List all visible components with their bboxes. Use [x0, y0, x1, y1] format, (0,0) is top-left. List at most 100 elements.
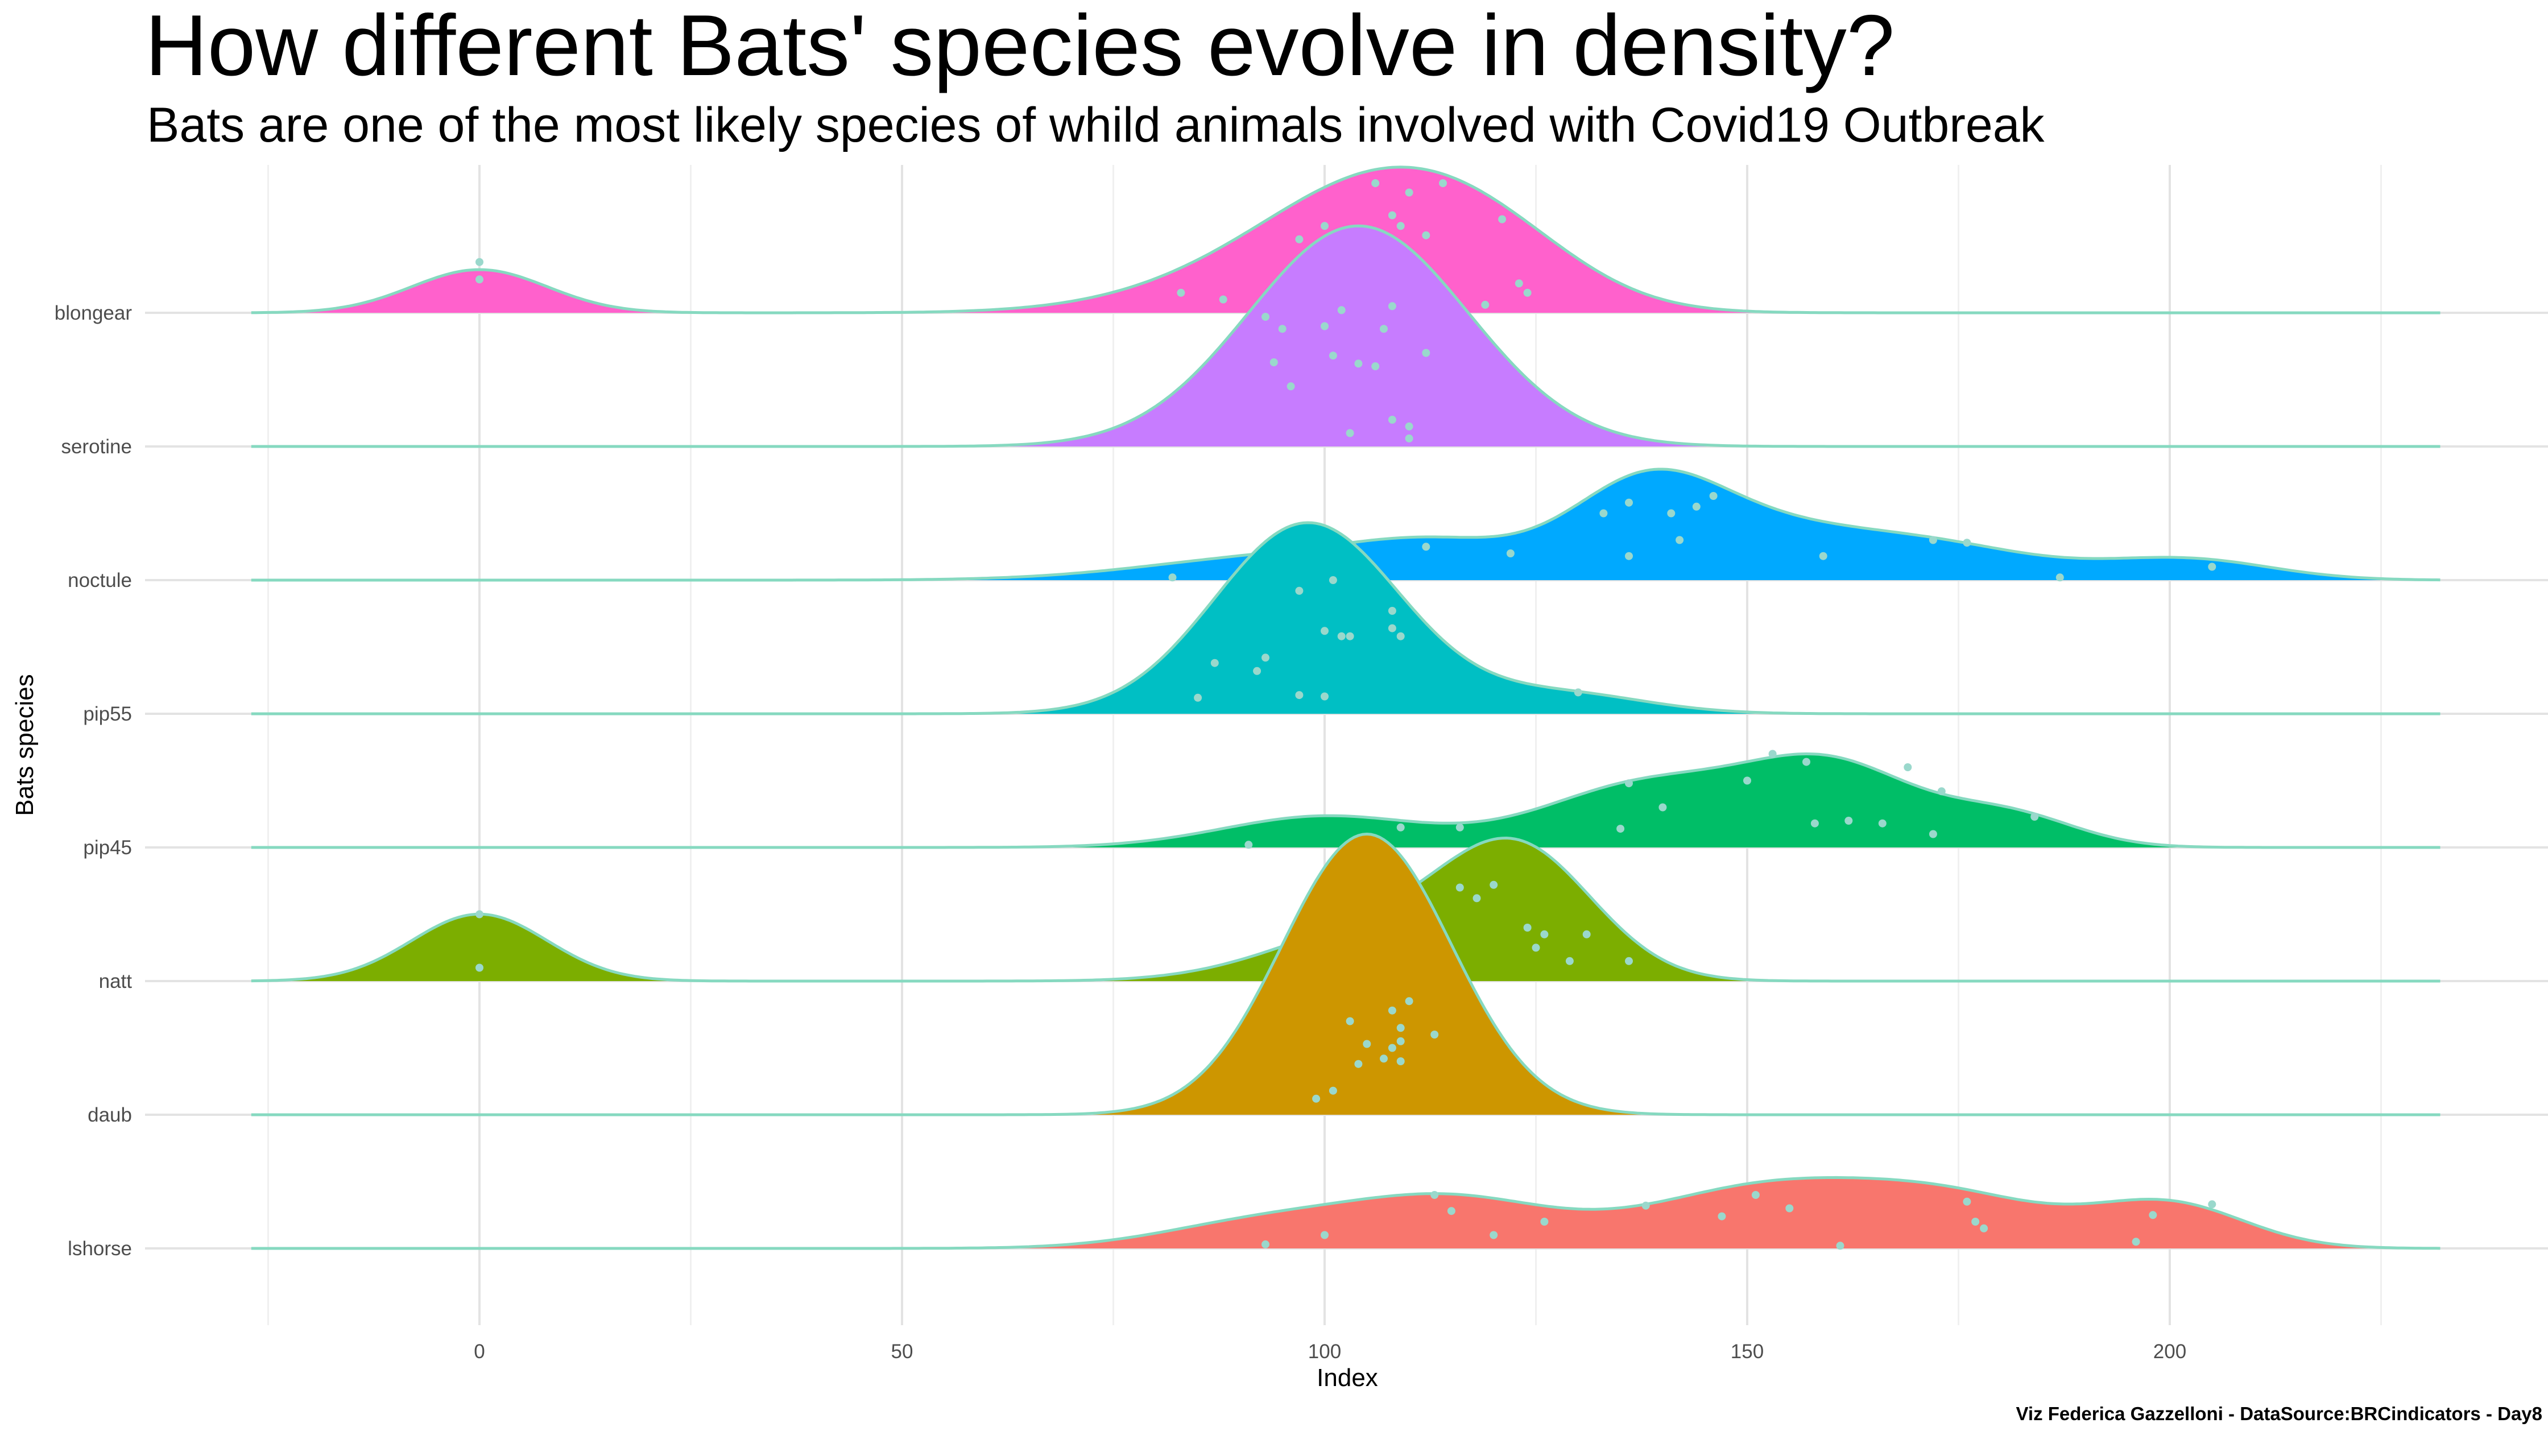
labels-layer: 0 50 100 150 200 blongear serotine noctule pip55… — [55, 302, 2186, 1363]
data-point-pip45 — [1658, 803, 1667, 812]
data-point-pip45 — [1244, 841, 1253, 849]
data-point-pip45 — [1937, 787, 1946, 796]
data-point-pip45 — [1625, 779, 1633, 788]
data-point-daub — [1430, 1031, 1439, 1039]
data-point-blongear — [1388, 211, 1396, 220]
data-point-lshorse — [1490, 1231, 1498, 1239]
density-outline-pip55 — [251, 521, 2441, 715]
data-point-noctule — [1625, 498, 1633, 507]
data-point-lshorse — [1751, 1191, 1760, 1199]
data-point-daub — [1329, 1086, 1337, 1095]
data-point-daub — [1388, 1006, 1396, 1015]
chart-subtitle: Bats are one of the most likely species … — [147, 98, 2045, 152]
data-point-daub — [1405, 997, 1413, 1006]
data-point-pip55 — [1388, 624, 1396, 632]
data-point-blongear — [1371, 179, 1380, 188]
x-tick-label: 0 — [474, 1341, 485, 1363]
data-point-blongear — [1177, 288, 1185, 297]
data-point-lshorse — [1430, 1191, 1439, 1199]
data-point-pip45 — [1802, 758, 1810, 766]
data-point-daub — [1396, 1057, 1405, 1065]
ridge-pip45 — [251, 750, 2441, 849]
density-area-pip55 — [251, 523, 2441, 714]
data-point-serotine — [1346, 429, 1354, 437]
data-point-pip55 — [1261, 653, 1269, 662]
data-point-noctule — [1667, 509, 1676, 518]
data-point-blongear — [1439, 179, 1447, 188]
data-point-pip45 — [1768, 750, 1777, 758]
data-point-natt — [1565, 957, 1574, 965]
data-point-serotine — [1269, 358, 1278, 366]
data-point-noctule — [1819, 552, 1827, 560]
data-point-lshorse — [1540, 1218, 1549, 1226]
data-point-serotine — [1380, 325, 1388, 333]
data-point-pip45 — [1455, 823, 1464, 832]
y-tick-label: pip55 — [83, 703, 132, 725]
data-point-blongear — [475, 275, 483, 284]
data-point-serotine — [1287, 382, 1295, 391]
data-point-serotine — [1388, 416, 1396, 424]
y-tick-label: blongear — [55, 302, 133, 324]
data-point-pip45 — [1743, 776, 1751, 785]
ridges-layer — [251, 166, 2441, 1250]
data-point-blongear — [1396, 222, 1405, 230]
data-point-blongear — [1515, 279, 1523, 288]
data-point-natt — [1455, 883, 1464, 892]
data-point-natt — [1625, 957, 1633, 965]
data-point-blongear — [475, 258, 483, 266]
data-point-pip45 — [1810, 819, 1819, 828]
y-tick-label: noctule — [68, 569, 132, 592]
data-point-pip55 — [1295, 586, 1304, 595]
data-point-noctule — [1709, 492, 1718, 500]
y-axis-title: Bats species — [11, 674, 39, 816]
data-point-natt — [1490, 880, 1498, 889]
ridge-daub — [251, 832, 2441, 1116]
data-point-noctule — [1676, 536, 1684, 544]
data-point-noctule — [1963, 539, 1971, 547]
data-point-lshorse — [1980, 1224, 1988, 1232]
data-point-pip55 — [1388, 607, 1396, 615]
chart-caption: Viz Federica Gazzelloni - DataSource:BRC… — [2016, 1403, 2542, 1424]
data-point-pip55 — [1295, 691, 1304, 700]
data-point-serotine — [1422, 349, 1430, 357]
data-point-daub — [1396, 1024, 1405, 1032]
data-point-serotine — [1371, 362, 1380, 370]
data-point-pip55 — [1396, 632, 1405, 640]
y-tick-label: serotine — [61, 436, 132, 458]
data-point-blongear — [1295, 235, 1304, 243]
density-outline-serotine — [251, 224, 2441, 448]
data-point-pip45 — [1844, 817, 1853, 825]
data-point-pip45 — [1878, 819, 1887, 828]
density-area-lshorse — [251, 1177, 2441, 1248]
data-point-blongear — [1405, 188, 1413, 197]
data-point-serotine — [1388, 302, 1396, 311]
data-point-lshorse — [1963, 1197, 1971, 1206]
density-outline-lshorse — [251, 1176, 2441, 1250]
y-tick-label: lshorse — [68, 1238, 132, 1260]
data-point-lshorse — [2132, 1238, 2140, 1246]
data-point-pip45 — [1904, 763, 1912, 771]
data-point-noctule — [1692, 502, 1701, 511]
data-point-daub — [1346, 1017, 1354, 1025]
data-point-pip55 — [1574, 688, 1582, 697]
density-outline-daub — [251, 832, 2441, 1116]
data-point-pip55 — [1210, 659, 1219, 667]
data-point-noctule — [1929, 536, 1937, 544]
data-point-pip55 — [1337, 632, 1346, 640]
data-point-natt — [1532, 944, 1540, 952]
data-point-pip55 — [1321, 627, 1329, 635]
data-point-daub — [1354, 1060, 1363, 1068]
data-point-serotine — [1329, 351, 1337, 360]
data-point-noctule — [2208, 562, 2216, 571]
data-point-noctule — [1506, 549, 1515, 557]
data-point-serotine — [1405, 422, 1413, 431]
data-point-natt — [475, 963, 483, 972]
y-tick-label: natt — [99, 970, 133, 992]
data-point-pip45 — [1616, 825, 1625, 833]
data-point-pip55 — [1321, 692, 1329, 701]
data-point-serotine — [1321, 322, 1329, 330]
density-area-daub — [251, 834, 2441, 1115]
x-tick-label: 200 — [2153, 1341, 2186, 1363]
data-point-lshorse — [1321, 1231, 1329, 1239]
